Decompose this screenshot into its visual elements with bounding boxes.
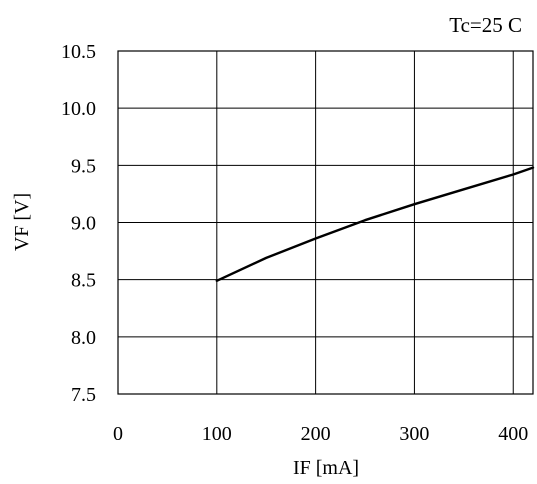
x-tick-labels: 0 100 200 300 400 bbox=[113, 423, 528, 445]
x-tick-label: 400 bbox=[498, 423, 528, 445]
y-axis-label: VF [V] bbox=[11, 193, 33, 251]
y-tick-label: 8.5 bbox=[71, 270, 96, 292]
y-tick-label: 8.0 bbox=[71, 327, 96, 349]
x-tick-label: 200 bbox=[301, 423, 331, 445]
x-tick-label: 100 bbox=[202, 423, 232, 445]
x-tick-label: 300 bbox=[399, 423, 429, 445]
y-tick-label: 7.5 bbox=[71, 384, 96, 406]
series-layer bbox=[215, 166, 535, 282]
y-tick-label: 10.0 bbox=[61, 98, 96, 120]
plot-frame bbox=[117, 50, 534, 395]
x-tick-label: 0 bbox=[113, 423, 123, 445]
x-axis-label: IF [mA] bbox=[293, 457, 359, 479]
y-tick-labels: 7.5 8.0 8.5 9.0 9.5 10.0 10.5 bbox=[61, 41, 96, 406]
y-tick-label: 9.0 bbox=[71, 213, 96, 235]
grid-layer bbox=[117, 50, 533, 395]
vf-curve bbox=[215, 166, 535, 282]
y-tick-label: 10.5 bbox=[61, 41, 96, 63]
condition-annotation: Tc=25 C bbox=[449, 13, 522, 37]
y-tick-label: 9.5 bbox=[71, 155, 96, 177]
